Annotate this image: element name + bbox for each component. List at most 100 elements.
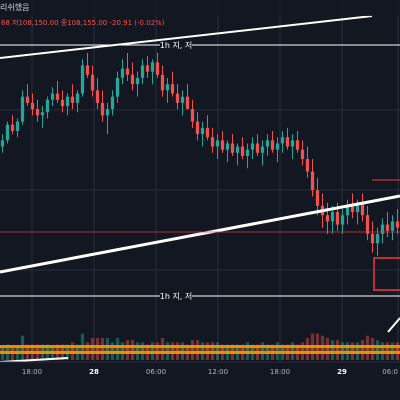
- volume-bar: [190, 340, 195, 360]
- candle-body: [285, 137, 290, 147]
- candle-body: [20, 96, 25, 122]
- candle-body: [90, 74, 95, 91]
- candle-body: [265, 140, 270, 147]
- candles: [0, 52, 400, 256]
- candle-body: [355, 202, 360, 213]
- candle-body: [155, 62, 160, 75]
- chart-title-fragment: 리쉬했음: [0, 2, 29, 12]
- candle-body: [390, 221, 395, 231]
- candle-body: [395, 221, 400, 228]
- candle-body: [365, 215, 370, 234]
- drawings: [0, 15, 400, 363]
- grid-lines: [0, 0, 400, 362]
- candle-body: [220, 140, 225, 150]
- candle-body: [225, 143, 230, 150]
- candle-body: [205, 127, 210, 138]
- candle-body: [80, 65, 85, 94]
- candle-body: [340, 215, 345, 225]
- candle-body: [185, 96, 190, 110]
- candle-body: [235, 146, 240, 153]
- candle-body: [310, 171, 315, 191]
- candle-body: [370, 233, 375, 244]
- time-axis-tick-label: 12:00: [208, 368, 228, 376]
- candle-body: [230, 143, 235, 153]
- candle-body: [120, 68, 125, 78]
- candle-body: [125, 68, 130, 75]
- trendline-bottom-right: [387, 317, 400, 333]
- volume-bar: [130, 340, 135, 360]
- ohlc-values: 저108,150.00 종108,155.00 -20.91 (-0.02%): [12, 18, 165, 27]
- candle-body: [25, 96, 30, 103]
- candle-body: [170, 84, 175, 94]
- volume-bar: [195, 340, 200, 360]
- candle-body: [160, 74, 165, 91]
- candle-body: [325, 215, 330, 222]
- candle-body: [335, 212, 340, 225]
- candle-body: [380, 224, 385, 234]
- candle-body: [240, 146, 245, 156]
- volume-bar: [305, 338, 310, 360]
- candle-body: [375, 233, 380, 244]
- candle-body: [30, 102, 35, 110]
- orange-band-bottom: [0, 351, 400, 354]
- candle-body: [60, 99, 65, 106]
- candle-body: [295, 140, 300, 150]
- volume-bar: [125, 340, 130, 360]
- time-axis-tick-label: 18:00: [22, 368, 42, 376]
- candle-body: [105, 109, 110, 116]
- volume-bar: [375, 340, 380, 360]
- volume-bar: [325, 338, 330, 360]
- orange-band-fill: [0, 348, 400, 351]
- candle-body: [300, 149, 305, 160]
- volume-bar: [115, 338, 120, 360]
- red-box: [373, 257, 400, 291]
- candle-body: [175, 93, 180, 103]
- candle-body: [385, 224, 390, 231]
- candle-body: [40, 112, 45, 116]
- candle-body: [0, 140, 5, 147]
- candle-body: [195, 121, 200, 135]
- candle-body: [70, 96, 75, 103]
- time-axis-tick-label: 29: [337, 368, 347, 376]
- candle-body: [75, 93, 80, 103]
- candle-body: [255, 143, 260, 153]
- time-axis-tick-label: 06:00: [146, 368, 166, 376]
- volume-bar: [370, 338, 375, 360]
- support-band: [0, 345, 400, 354]
- candle-body: [135, 77, 140, 85]
- volume-bar: [105, 338, 110, 360]
- candle-body: [210, 137, 215, 147]
- candle-body: [345, 205, 350, 216]
- candle-body: [15, 121, 20, 131]
- orange-band-top: [0, 345, 400, 348]
- candle-body: [140, 65, 145, 78]
- time-axis-tick-label: 28: [89, 368, 99, 376]
- candle-body: [65, 96, 70, 106]
- candle-body: [5, 124, 10, 141]
- candle-body: [190, 109, 195, 122]
- candle-body: [10, 124, 15, 131]
- volume-bar: [100, 338, 105, 360]
- candle-body: [360, 202, 365, 216]
- candle-body: [35, 109, 40, 116]
- candle-body: [180, 96, 185, 103]
- candle-body: [130, 74, 135, 85]
- candle-body: [55, 93, 60, 100]
- annotation-label-upper: 1h 지, 저: [160, 41, 193, 50]
- candle-body: [350, 205, 355, 213]
- candle-body: [245, 149, 250, 156]
- candle-body: [315, 190, 320, 206]
- candle-body: [290, 140, 295, 147]
- volume-bar: [360, 340, 365, 360]
- trendline-upper: [0, 15, 373, 59]
- candle-body: [85, 65, 90, 75]
- time-axis-background: [0, 362, 400, 400]
- candle-body: [110, 96, 115, 110]
- candle-body: [200, 127, 205, 135]
- candle-body: [305, 159, 310, 172]
- trendline-bottom-left: [0, 357, 69, 363]
- candle-body: [150, 62, 155, 72]
- volume-bar: [90, 338, 95, 360]
